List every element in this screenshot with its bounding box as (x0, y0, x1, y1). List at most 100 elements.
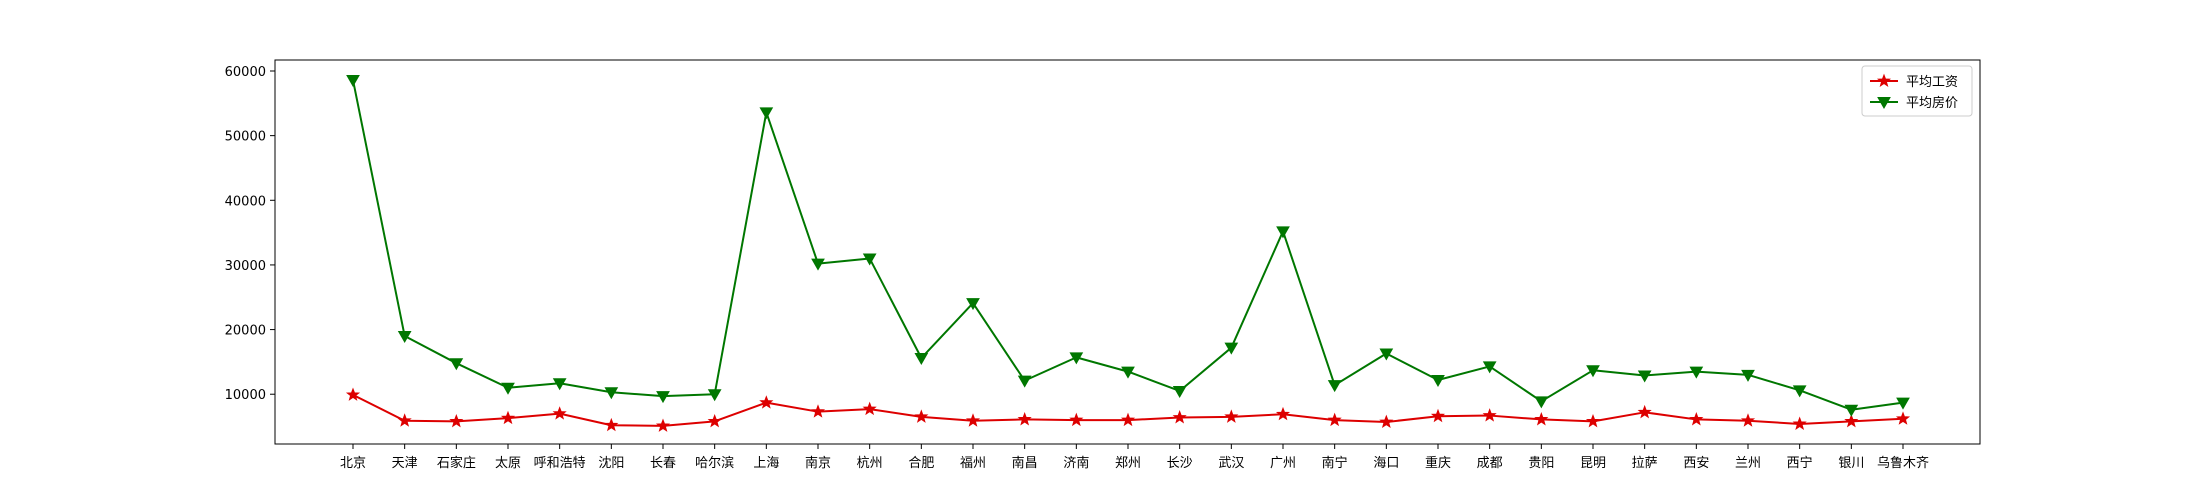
series-1-point (397, 413, 412, 427)
legend-label-2: 平均房价 (1906, 95, 1958, 111)
x-tick-label: 北京 (340, 456, 366, 471)
series-line-2 (352, 79, 1904, 411)
x-tick-label: 海口 (1373, 456, 1399, 471)
series-1-point (1120, 412, 1136, 427)
series-2-point (1121, 366, 1135, 379)
series-1-point (1430, 408, 1446, 423)
series-2-point (1069, 352, 1084, 365)
x-tick-label: 郑州 (1115, 456, 1141, 471)
series-2-point (1379, 348, 1394, 361)
series-2-point (501, 382, 515, 395)
series-1-point (1844, 413, 1859, 428)
legend-label-1: 平均工资 (1906, 75, 1958, 90)
series-1-point (914, 409, 929, 423)
series-1-point (1740, 413, 1756, 427)
x-tick-label: 南宁 (1322, 455, 1348, 471)
series-2-point (397, 331, 412, 344)
series-1-point (1172, 410, 1187, 424)
series-1-point (1689, 411, 1704, 426)
x-tick-label: 太原 (495, 456, 521, 471)
series-2-point (346, 75, 360, 88)
series-1-point (1224, 409, 1239, 423)
x-tick-label: 南昌 (1012, 455, 1038, 471)
series-1-point (1792, 416, 1807, 430)
axes-layer: 10000 20000 30000 40000 50000 60000 北京 天津 石家庄 太原呼… (225, 59, 1981, 471)
x-tick-label: 沈阳 (598, 456, 624, 471)
x-tick-label: 昆明 (1580, 456, 1606, 471)
series-2-point (656, 391, 670, 404)
legend-box (1861, 65, 1973, 117)
x-tick-label: 哈尔滨 (695, 455, 734, 471)
series-1-point (1275, 406, 1291, 421)
series-1-point (552, 406, 567, 420)
x-tick-label: 天津 (392, 456, 418, 471)
plot-layer (345, 75, 1911, 432)
series-1-point (604, 417, 619, 432)
x-tick-label: 贵阳 (1528, 456, 1554, 471)
series-2-point (1741, 369, 1755, 382)
series-2-point (1896, 397, 1910, 410)
series-1-point (1379, 414, 1394, 429)
series-2-point (1327, 380, 1342, 393)
series-1-point (1482, 408, 1497, 422)
x-tick-label: 长春 (650, 456, 676, 471)
x-tick-label: 石家庄 (437, 455, 476, 471)
series-2-point (1482, 361, 1497, 374)
series-2-point (1017, 375, 1032, 388)
series-2-point (449, 358, 464, 371)
series-2-point (1689, 366, 1704, 379)
series-2-point (1586, 365, 1600, 378)
series-1-point (1069, 412, 1084, 427)
series-1-point (449, 413, 464, 428)
series-2-point (1534, 396, 1549, 409)
series-1-point (1895, 411, 1911, 425)
series-2-point (552, 378, 567, 391)
x-tick-label: 广州 (1270, 456, 1296, 471)
x-tick-label: 济南 (1063, 455, 1089, 471)
x-tick-label: 合肥 (908, 456, 934, 471)
series-1-point (965, 413, 981, 427)
series-1-point (862, 401, 877, 416)
legend-marker-1 (1876, 73, 1892, 88)
x-tick-label: 拉萨 (1632, 456, 1658, 471)
series-1-point (759, 395, 774, 409)
x-tick-label: 兰州 (1735, 456, 1761, 471)
series-1-point (345, 387, 361, 401)
series-1-point (1017, 411, 1032, 426)
y-tick-label: 10000 (225, 388, 266, 403)
x-tick-label: 乌鲁木齐 (1877, 455, 1929, 471)
x-tick-label: 成都 (1477, 456, 1503, 471)
x-tick-label: 西安 (1683, 456, 1709, 471)
series-2-point (1172, 385, 1187, 398)
series-1-point (1534, 411, 1549, 426)
series-1-point (655, 418, 671, 432)
x-tick-label: 长沙 (1167, 456, 1193, 471)
series-1-point (810, 404, 826, 418)
x-tick-label: 西宁 (1787, 455, 1813, 471)
series-2-point (1792, 385, 1807, 398)
series-2-point (1637, 370, 1652, 383)
x-tick-label: 杭州 (857, 456, 883, 471)
series-2-point (1276, 226, 1290, 239)
x-tick-label: 武汉 (1218, 456, 1244, 471)
series-1-point (1585, 413, 1601, 428)
series-1-point (1637, 404, 1652, 419)
y-tick-label: 30000 (225, 259, 266, 274)
series-2-point (914, 353, 929, 366)
series-2-point (1224, 342, 1239, 355)
y-tick-label: 60000 (225, 65, 266, 80)
legend-marker-2 (1877, 97, 1891, 110)
x-tick-label: 南京 (805, 455, 831, 471)
x-tick-label: 银川 (1838, 456, 1864, 471)
series-2-point (811, 258, 825, 271)
x-tick-label: 重庆 (1425, 455, 1451, 471)
series-2-point (604, 387, 619, 400)
series-2-point (862, 253, 877, 266)
x-tick-label: 福州 (960, 456, 986, 471)
series-2-point (966, 298, 980, 311)
x-tick-label: 上海 (753, 456, 779, 471)
series-1-point (1327, 412, 1342, 427)
series-2-point (759, 107, 774, 120)
